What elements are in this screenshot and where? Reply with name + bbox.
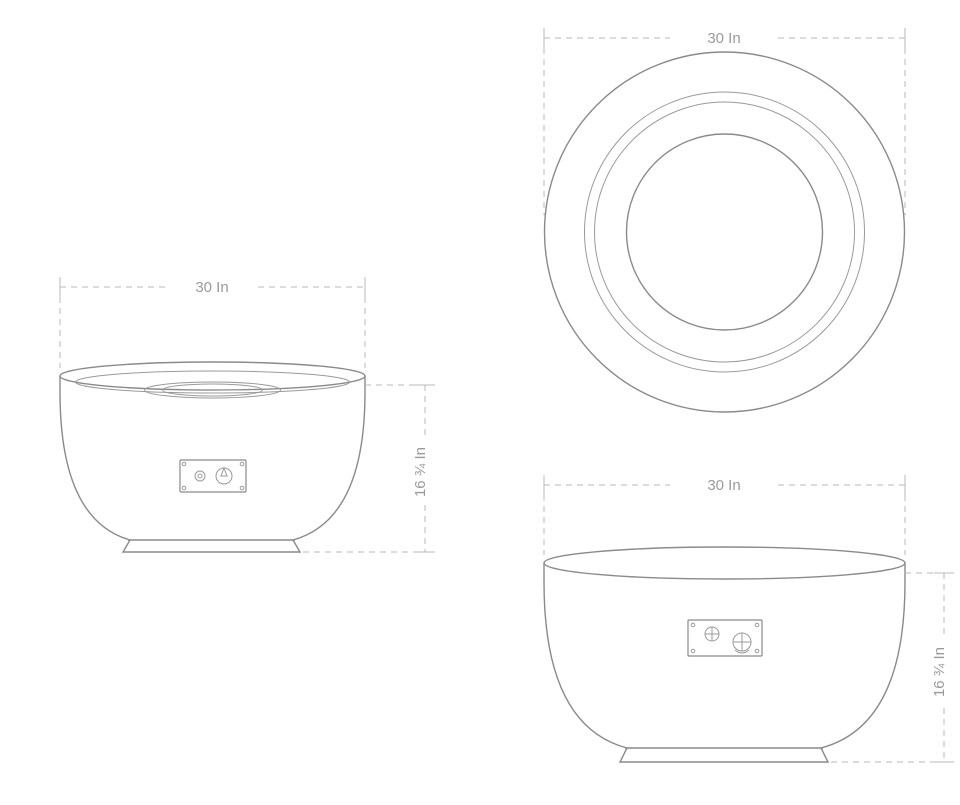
control-panel xyxy=(180,460,246,492)
front-view: 30 In xyxy=(60,277,435,552)
front-view-height-label: 16 ¾ In xyxy=(412,447,429,497)
drawing-canvas: 30 In 30 In xyxy=(0,0,960,805)
top-view-width-label: 30 In xyxy=(707,30,740,47)
knob-icon xyxy=(705,627,719,641)
top-view: 30 In xyxy=(544,28,905,412)
control-panel-rear xyxy=(688,620,762,656)
front-view-width-label: 30 In xyxy=(195,279,228,296)
rear-view-height-label: 16 ¾ In xyxy=(931,647,948,697)
rear-view: 30 In xyxy=(544,475,954,762)
rear-view-width-label: 30 In xyxy=(707,477,740,494)
